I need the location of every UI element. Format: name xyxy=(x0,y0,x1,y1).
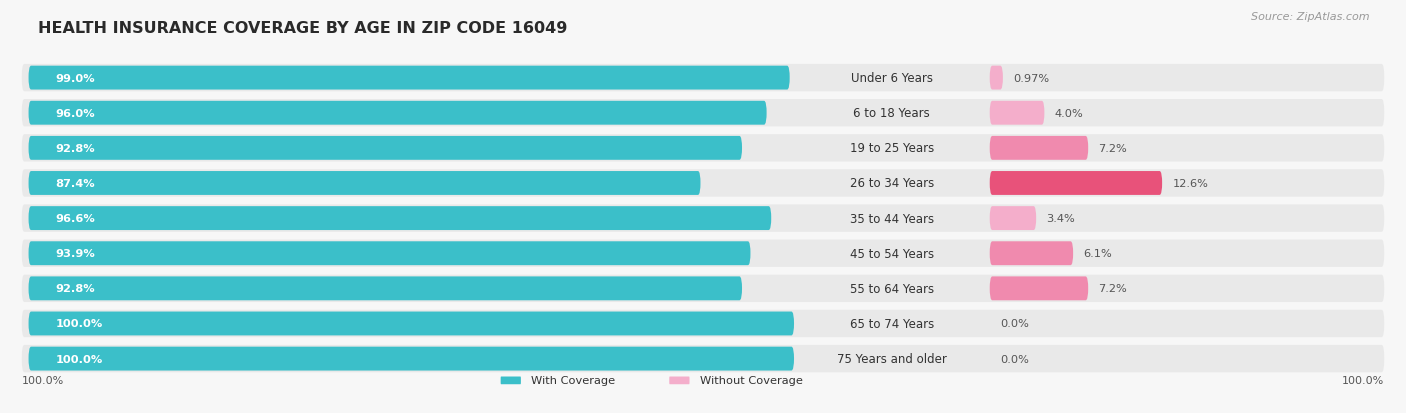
FancyBboxPatch shape xyxy=(501,377,520,385)
FancyBboxPatch shape xyxy=(28,277,742,301)
Text: 99.0%: 99.0% xyxy=(55,74,96,83)
FancyBboxPatch shape xyxy=(21,345,1385,373)
FancyBboxPatch shape xyxy=(21,135,1385,162)
Text: 4.0%: 4.0% xyxy=(1054,109,1083,119)
FancyBboxPatch shape xyxy=(28,347,794,370)
Text: 35 to 44 Years: 35 to 44 Years xyxy=(849,212,934,225)
Text: Source: ZipAtlas.com: Source: ZipAtlas.com xyxy=(1251,12,1369,22)
Text: 7.2%: 7.2% xyxy=(1098,284,1128,294)
FancyBboxPatch shape xyxy=(28,137,742,160)
Text: 0.97%: 0.97% xyxy=(1014,74,1049,83)
FancyBboxPatch shape xyxy=(28,206,772,230)
Text: 3.4%: 3.4% xyxy=(1046,214,1076,223)
Text: Without Coverage: Without Coverage xyxy=(700,375,803,385)
FancyBboxPatch shape xyxy=(21,240,1385,267)
Text: 26 to 34 Years: 26 to 34 Years xyxy=(849,177,934,190)
Text: 75 Years and older: 75 Years and older xyxy=(837,352,946,365)
FancyBboxPatch shape xyxy=(21,310,1385,337)
FancyBboxPatch shape xyxy=(21,170,1385,197)
Text: 100.0%: 100.0% xyxy=(55,354,103,364)
Text: HEALTH INSURANCE COVERAGE BY AGE IN ZIP CODE 16049: HEALTH INSURANCE COVERAGE BY AGE IN ZIP … xyxy=(38,21,568,36)
Text: 100.0%: 100.0% xyxy=(21,375,65,385)
FancyBboxPatch shape xyxy=(21,275,1385,302)
FancyBboxPatch shape xyxy=(990,242,1073,266)
Text: 92.8%: 92.8% xyxy=(55,284,96,294)
Text: 96.6%: 96.6% xyxy=(55,214,96,223)
Text: 65 to 74 Years: 65 to 74 Years xyxy=(849,317,934,330)
Text: 12.6%: 12.6% xyxy=(1173,178,1208,188)
FancyBboxPatch shape xyxy=(21,205,1385,232)
FancyBboxPatch shape xyxy=(28,172,700,195)
FancyBboxPatch shape xyxy=(28,242,751,266)
Text: With Coverage: With Coverage xyxy=(531,375,616,385)
Text: 92.8%: 92.8% xyxy=(55,143,96,154)
FancyBboxPatch shape xyxy=(21,65,1385,92)
Text: 19 to 25 Years: 19 to 25 Years xyxy=(849,142,934,155)
FancyBboxPatch shape xyxy=(990,137,1088,160)
Text: 6.1%: 6.1% xyxy=(1083,249,1112,259)
Text: Under 6 Years: Under 6 Years xyxy=(851,72,932,85)
FancyBboxPatch shape xyxy=(990,102,1045,126)
Text: 96.0%: 96.0% xyxy=(55,109,96,119)
FancyBboxPatch shape xyxy=(990,172,1163,195)
FancyBboxPatch shape xyxy=(669,377,689,385)
FancyBboxPatch shape xyxy=(990,206,1036,230)
Text: 87.4%: 87.4% xyxy=(55,178,96,188)
Text: 93.9%: 93.9% xyxy=(55,249,96,259)
FancyBboxPatch shape xyxy=(990,66,1002,90)
Text: 55 to 64 Years: 55 to 64 Years xyxy=(849,282,934,295)
FancyBboxPatch shape xyxy=(28,102,766,126)
Text: 100.0%: 100.0% xyxy=(55,319,103,329)
FancyBboxPatch shape xyxy=(21,100,1385,127)
Text: 100.0%: 100.0% xyxy=(1341,375,1385,385)
FancyBboxPatch shape xyxy=(28,66,790,90)
Text: 0.0%: 0.0% xyxy=(1000,319,1029,329)
FancyBboxPatch shape xyxy=(990,277,1088,301)
Text: 7.2%: 7.2% xyxy=(1098,143,1128,154)
Text: 0.0%: 0.0% xyxy=(1000,354,1029,364)
Text: 45 to 54 Years: 45 to 54 Years xyxy=(849,247,934,260)
Text: 6 to 18 Years: 6 to 18 Years xyxy=(853,107,931,120)
FancyBboxPatch shape xyxy=(28,312,794,336)
